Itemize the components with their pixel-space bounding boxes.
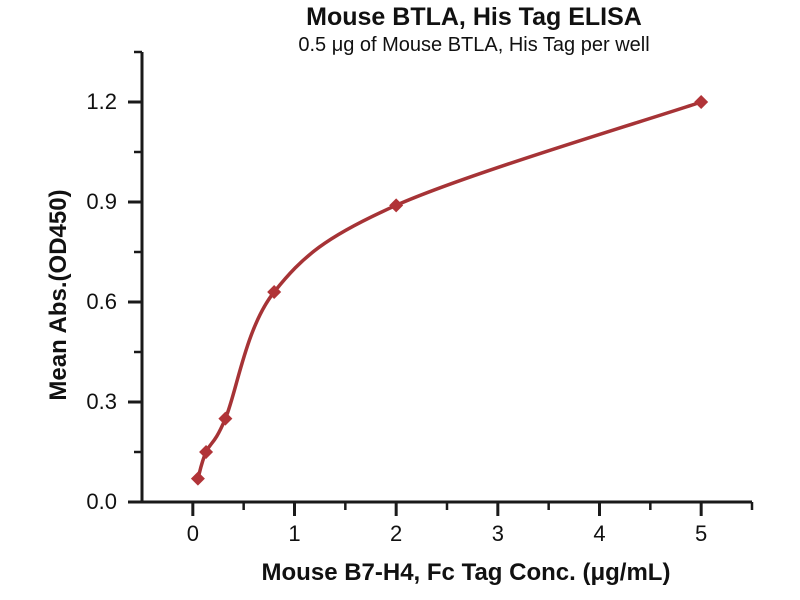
y-tick-label: 0.0 bbox=[86, 489, 117, 514]
data-point-marker bbox=[694, 95, 709, 109]
x-tick-label: 1 bbox=[288, 521, 301, 546]
axes-lines bbox=[140, 52, 752, 504]
data-points bbox=[190, 95, 709, 486]
data-point-marker bbox=[199, 445, 214, 459]
chart-title: Mouse BTLA, His Tag ELISA bbox=[306, 3, 642, 31]
data-point-marker bbox=[389, 198, 404, 213]
y-axis-ticks bbox=[128, 50, 142, 504]
data-point-marker bbox=[218, 411, 233, 426]
x-tick-label: 2 bbox=[390, 521, 403, 546]
x-tick-label: 5 bbox=[695, 521, 708, 546]
y-tick-label: 0.6 bbox=[86, 289, 117, 314]
y-tick-label: 1.2 bbox=[86, 89, 117, 114]
x-tick-label: 0 bbox=[186, 521, 199, 546]
x-tick-label: 3 bbox=[491, 521, 504, 546]
data-point-marker bbox=[190, 471, 205, 486]
chart-subtitle: 0.5 μg of Mouse BTLA, His Tag per well bbox=[298, 34, 650, 56]
x-tick-label: 4 bbox=[593, 521, 606, 546]
x-axis-ticks bbox=[191, 502, 754, 516]
y-tick-label: 0.9 bbox=[86, 189, 117, 214]
x-axis-label: Mouse B7-H4, Fc Tag Conc. (μg/mL) bbox=[261, 559, 671, 586]
data-point-marker bbox=[267, 285, 282, 299]
y-tick-label: 0.3 bbox=[86, 389, 117, 414]
